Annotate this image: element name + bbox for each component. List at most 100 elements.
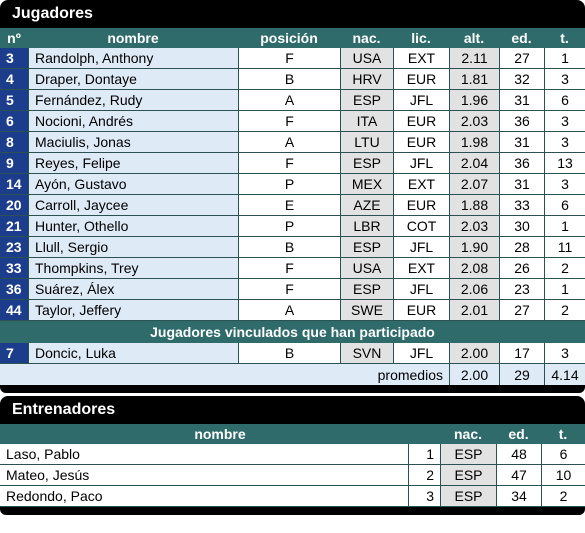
player-nationality: SWE (340, 300, 393, 321)
player-license: JFL (393, 90, 449, 111)
player-license: JFL (393, 153, 449, 174)
player-row: 23 Llull, Sergio B ESP JFL 1.90 28 11 (0, 237, 585, 258)
player-height: 2.04 (449, 153, 499, 174)
player-row: 4 Draper, Dontaye B HRV EUR 1.81 32 3 (0, 69, 585, 90)
player-seasons: 3 (544, 174, 585, 195)
player-name: Hunter, Othello (28, 216, 238, 237)
player-number: 7 (0, 343, 28, 364)
player-license: EUR (393, 69, 449, 90)
player-age: 30 (499, 216, 544, 237)
coach-row: Laso, Pablo 1 ESP 48 6 (0, 444, 585, 465)
player-number: 3 (0, 48, 28, 69)
player-number: 4 (0, 69, 28, 90)
player-height: 2.07 (449, 174, 499, 195)
coach-nationality: ESP (440, 486, 496, 507)
player-position: A (238, 300, 340, 321)
player-number: 8 (0, 132, 28, 153)
player-nationality: ESP (340, 90, 393, 111)
player-seasons: 11 (544, 237, 585, 258)
player-license: EUR (393, 300, 449, 321)
column-header-seasons: t. (544, 28, 585, 48)
player-license: JFL (393, 279, 449, 300)
player-age: 28 (499, 237, 544, 258)
column-header-number: nº (0, 28, 28, 48)
players-header-row: nº nombre posición nac. lic. alt. ed. t. (0, 28, 585, 48)
coach-name: Redondo, Paco (0, 486, 408, 507)
player-age: 31 (499, 174, 544, 195)
averages-row: promedios 2.00 29 4.14 (0, 364, 585, 385)
player-position: F (238, 279, 340, 300)
coaches-title: Entrenadores (0, 396, 585, 424)
average-height: 2.00 (449, 364, 499, 385)
player-name: Fernández, Rudy (28, 90, 238, 111)
player-seasons: 1 (544, 48, 585, 69)
player-height: 2.03 (449, 216, 499, 237)
player-height: 2.01 (449, 300, 499, 321)
player-position: B (238, 69, 340, 90)
player-name: Suárez, Álex (28, 279, 238, 300)
player-number: 5 (0, 90, 28, 111)
player-license: EXT (393, 174, 449, 195)
player-nationality: LBR (340, 216, 393, 237)
player-height: 2.06 (449, 279, 499, 300)
player-row: 20 Carroll, Jaycee E AZE EUR 1.88 33 6 (0, 195, 585, 216)
coach-seasons: 6 (541, 444, 585, 465)
player-nationality: MEX (340, 174, 393, 195)
player-position: A (238, 132, 340, 153)
player-name: Carroll, Jaycee (28, 195, 238, 216)
player-height: 1.90 (449, 237, 499, 258)
player-seasons: 6 (544, 90, 585, 111)
player-age: 31 (499, 132, 544, 153)
coach-nationality: ESP (440, 465, 496, 486)
player-license: EUR (393, 132, 449, 153)
player-name: Doncic, Luka (28, 343, 238, 364)
players-title: Jugadores (0, 0, 585, 28)
coaches-table: nombre nac. ed. t. Laso, Pablo 1 ESP 48 6 Mat… (0, 424, 585, 507)
column-header-age: ed. (499, 28, 544, 48)
player-name: Ayón, Gustavo (28, 174, 238, 195)
player-height: 1.88 (449, 195, 499, 216)
player-position: B (238, 343, 340, 364)
player-age: 27 (499, 48, 544, 69)
player-row: 33 Thompkins, Trey F USA EXT 2.08 26 2 (0, 258, 585, 279)
column-header-license: lic. (393, 28, 449, 48)
player-nationality: ITA (340, 111, 393, 132)
player-license: EXT (393, 258, 449, 279)
coach-index: 3 (408, 486, 440, 507)
player-license: JFL (393, 343, 449, 364)
player-number: 44 (0, 300, 28, 321)
player-nationality: SVN (340, 343, 393, 364)
player-position: A (238, 90, 340, 111)
player-age: 27 (499, 300, 544, 321)
player-age: 26 (499, 258, 544, 279)
players-table: nº nombre posición nac. lic. alt. ed. t.… (0, 28, 585, 385)
player-row: 14 Ayón, Gustavo P MEX EXT 2.07 31 3 (0, 174, 585, 195)
player-nationality: ESP (340, 279, 393, 300)
player-nationality: ESP (340, 237, 393, 258)
player-position: F (238, 258, 340, 279)
player-height: 2.00 (449, 343, 499, 364)
coach-seasons: 10 (541, 465, 585, 486)
coach-column-header-seasons: t. (541, 424, 585, 444)
player-row: 8 Maciulis, Jonas A LTU EUR 1.98 31 3 (0, 132, 585, 153)
player-height: 2.11 (449, 48, 499, 69)
player-seasons: 3 (544, 343, 585, 364)
coach-age: 34 (496, 486, 541, 507)
player-number: 23 (0, 237, 28, 258)
player-age: 31 (499, 90, 544, 111)
player-row: 44 Taylor, Jeffery A SWE EUR 2.01 27 2 (0, 300, 585, 321)
coaches-footer (0, 507, 585, 515)
linked-section-label: Jugadores vinculados que han participado (0, 321, 585, 343)
coach-index: 1 (408, 444, 440, 465)
player-number: 20 (0, 195, 28, 216)
coach-index: 2 (408, 465, 440, 486)
player-seasons: 1 (544, 216, 585, 237)
player-license: JFL (393, 237, 449, 258)
player-license: EXT (393, 48, 449, 69)
player-height: 2.08 (449, 258, 499, 279)
player-row: 21 Hunter, Othello P LBR COT 2.03 30 1 (0, 216, 585, 237)
player-row: 36 Suárez, Álex F ESP JFL 2.06 23 1 (0, 279, 585, 300)
player-seasons: 13 (544, 153, 585, 174)
coach-row: Redondo, Paco 3 ESP 34 2 (0, 486, 585, 507)
player-height: 1.98 (449, 132, 499, 153)
